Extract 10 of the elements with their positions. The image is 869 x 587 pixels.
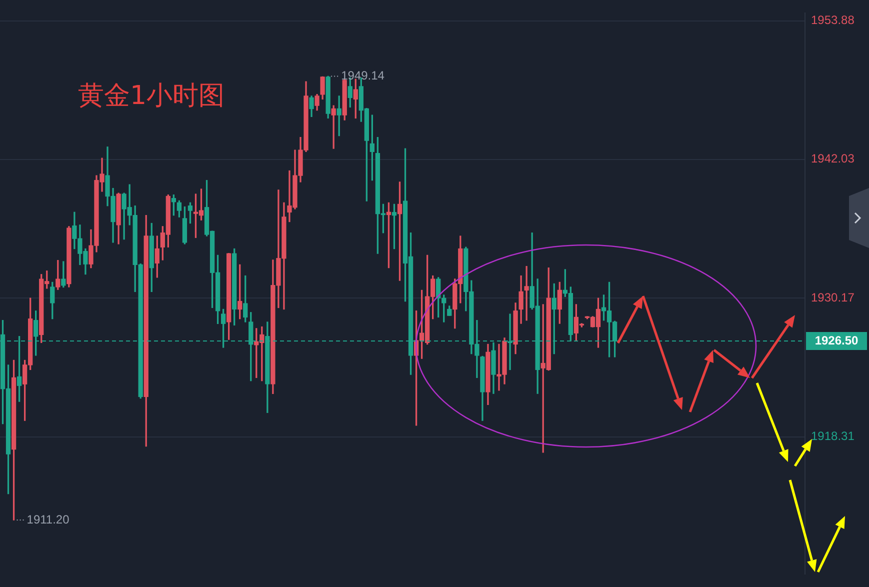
y-tick-label: 1942.03 (811, 152, 855, 166)
text: 黄金1小时图 (78, 80, 225, 113)
y-tick-label: 1918.31 (811, 429, 855, 444)
annotation: 1949.14 (341, 68, 385, 83)
ref-line-label: 1926.50 (814, 333, 859, 348)
candlestick (331, 105, 336, 149)
y-tick-label: 1930.17 (811, 290, 855, 304)
y-tick-label: 1953.88 (811, 13, 855, 28)
candlestick (524, 266, 529, 321)
annotation: 1911.20 (26, 512, 70, 526)
